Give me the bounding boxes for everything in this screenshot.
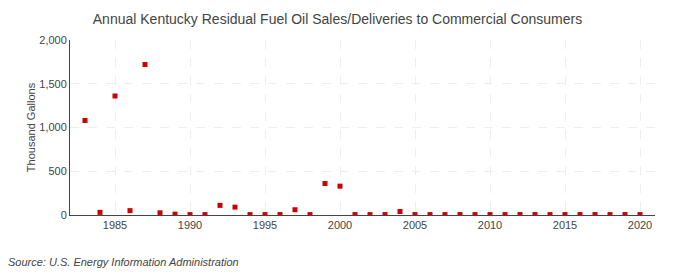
svg-text:Thousand Gallons: Thousand Gallons [25,82,37,172]
svg-text:2000: 2000 [328,219,352,231]
svg-text:0: 0 [61,209,67,221]
svg-text:1,000: 1,000 [39,121,67,133]
svg-text:2005: 2005 [403,219,427,231]
svg-text:1995: 1995 [253,219,277,231]
svg-text:1985: 1985 [103,219,127,231]
svg-text:2015: 2015 [553,219,577,231]
svg-text:500: 500 [48,165,66,177]
svg-text:Source: U.S. Energy Informatio: Source: U.S. Energy Information Administ… [8,256,239,268]
svg-text:Annual Kentucky Residual Fuel: Annual Kentucky Residual Fuel Oil Sales/… [93,11,582,27]
svg-text:1990: 1990 [178,219,202,231]
svg-text:2,000: 2,000 [39,34,67,46]
svg-text:2010: 2010 [478,219,502,231]
svg-text:1,500: 1,500 [39,78,67,90]
svg-text:2020: 2020 [628,219,652,231]
